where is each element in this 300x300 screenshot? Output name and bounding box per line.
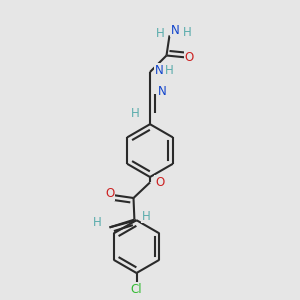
Text: N: N xyxy=(171,23,180,37)
Text: H: H xyxy=(156,27,165,40)
Text: H: H xyxy=(92,216,101,230)
Text: N: N xyxy=(158,85,167,98)
Text: Cl: Cl xyxy=(131,283,142,296)
Text: H: H xyxy=(182,26,191,40)
Text: H: H xyxy=(142,209,151,223)
Text: H: H xyxy=(165,64,174,77)
Text: H: H xyxy=(131,106,140,120)
Text: O: O xyxy=(106,187,115,200)
Text: O: O xyxy=(155,176,164,189)
Text: O: O xyxy=(185,51,194,64)
Text: N: N xyxy=(154,64,164,77)
